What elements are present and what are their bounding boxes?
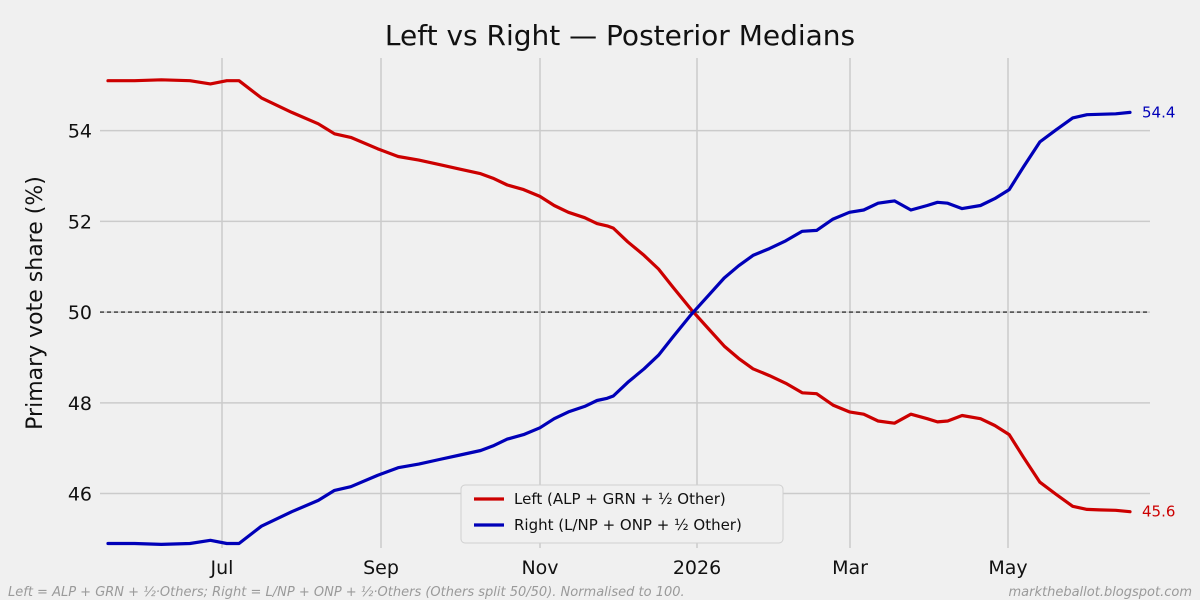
x-tick-label: Sep bbox=[363, 557, 399, 579]
x-tick-label: Jul bbox=[210, 557, 234, 579]
legend-entry-right: Right (L/NP + ONP + ½ Other) bbox=[514, 516, 742, 534]
series-lines bbox=[106, 78, 1132, 546]
series-line-left bbox=[106, 78, 1132, 514]
x-tick-label: May bbox=[988, 557, 1027, 579]
end-label-right: 54.4 bbox=[1142, 103, 1175, 121]
footer-source: marktheballot.blogspot.com bbox=[1008, 585, 1192, 600]
y-tick-label: 54 bbox=[68, 121, 92, 143]
series-line-right bbox=[106, 110, 1132, 546]
y-tick-labels: 46 48 50 52 54 bbox=[68, 121, 92, 506]
end-labels: 45.6 54.4 bbox=[1142, 103, 1175, 520]
chart-title: Left vs Right — Posterior Medians bbox=[385, 19, 855, 52]
x-tick-label: Mar bbox=[832, 557, 868, 579]
end-label-left: 45.6 bbox=[1142, 503, 1175, 521]
y-tick-label: 46 bbox=[68, 484, 92, 506]
y-tick-label: 50 bbox=[68, 302, 92, 324]
y-axis-label: Primary vote share (%) bbox=[23, 176, 48, 430]
y-tick-label: 52 bbox=[68, 211, 92, 233]
x-tick-label: Nov bbox=[521, 557, 558, 579]
legend-entry-left: Left (ALP + GRN + ½ Other) bbox=[514, 490, 726, 508]
y-tick-label: 48 bbox=[68, 393, 92, 415]
x-tick-labels: Jul Sep Nov 2026 Mar May bbox=[210, 557, 1028, 579]
legend-box bbox=[460, 484, 784, 544]
x-tick-label: 2026 bbox=[673, 557, 721, 579]
footer-note: Left = ALP + GRN + ½·Others; Right = L/N… bbox=[8, 585, 685, 600]
legend: Left (ALP + GRN + ½ Other) Right (L/NP + … bbox=[460, 484, 784, 544]
